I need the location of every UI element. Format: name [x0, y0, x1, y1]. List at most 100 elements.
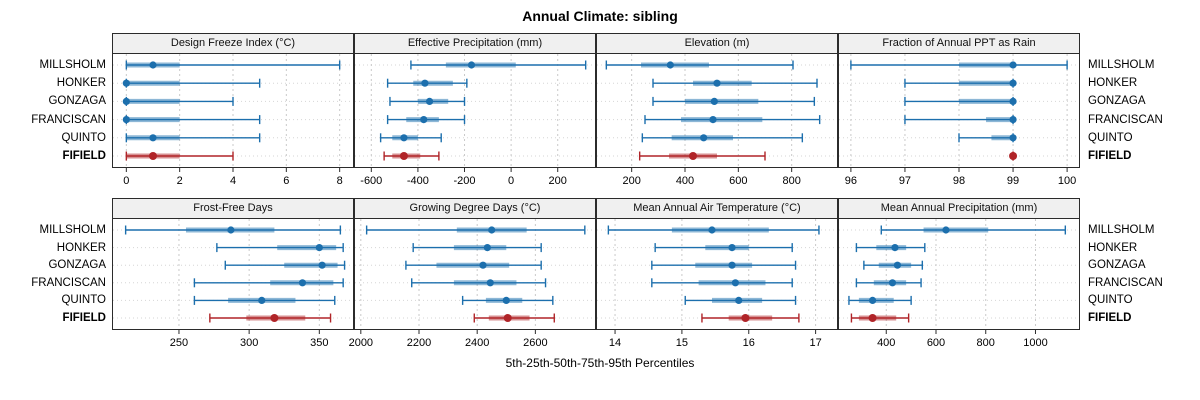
median-dot — [315, 244, 323, 252]
tick-label: 2600 — [523, 337, 547, 349]
panel-0: Design Freeze Index (°C) 0 2 4 6 8 — [112, 33, 354, 190]
x-axis-ticks: 96 97 98 99 100 — [845, 168, 1076, 187]
site-labels-right: MILLSHOLM HONKER GONZAGA FRANCISCAN QUINTO FI… — [1080, 198, 1198, 350]
series-honker — [904, 78, 1017, 88]
series-millsholm — [605, 60, 794, 70]
site-label-franciscan: FRANCISCAN — [1088, 276, 1163, 289]
median-dot — [942, 226, 950, 234]
tick-label: 600 — [927, 337, 945, 349]
tick-label: 600 — [729, 175, 747, 187]
median-dot — [891, 244, 899, 252]
plot-area — [838, 53, 1080, 168]
panel-strip-title: Frost-Free Days — [112, 198, 354, 218]
site-label-franciscan: FRANCISCAN — [1088, 113, 1163, 126]
median-dot — [1009, 97, 1017, 105]
median-dot — [227, 226, 235, 234]
median-dot — [728, 244, 736, 252]
plot-area — [354, 218, 596, 330]
panel-strip-title: Effective Precipitation (mm) — [354, 33, 596, 53]
tick-label: 2200 — [407, 337, 431, 349]
site-label-honker: HONKER — [56, 77, 106, 90]
tick-label: 350 — [310, 337, 328, 349]
series-gonzaga — [652, 96, 816, 106]
x-axis-ticks: 400 600 800 1000 — [877, 330, 1048, 349]
tick-label: 0 — [508, 175, 514, 187]
median-dot — [318, 261, 326, 269]
series-honker — [216, 243, 344, 253]
tick-label: 6 — [283, 175, 289, 187]
panel-row-top: MILLSHOLM HONKER GONZAGA FRANCISCAN QUINTO FI… — [0, 33, 1200, 190]
series-gonzaga — [904, 96, 1017, 106]
tick-label: 4 — [230, 175, 236, 187]
site-label-quinto: QUINTO — [61, 294, 106, 307]
median-dot — [122, 79, 130, 87]
tick-label: 99 — [1007, 175, 1019, 187]
site-labels-right: MILLSHOLM HONKER GONZAGA FRANCISCAN QUINTO FI… — [1080, 33, 1198, 188]
series-franciscan — [193, 278, 344, 288]
series-fifield — [383, 151, 440, 161]
series-franciscan — [386, 115, 466, 125]
series-millsholm — [880, 225, 1067, 235]
median-dot — [149, 61, 157, 69]
median-dot — [502, 296, 510, 304]
tick-label: 250 — [170, 337, 188, 349]
series-fifield — [701, 313, 800, 323]
median-dot — [700, 134, 708, 142]
tick-label: 97 — [899, 175, 911, 187]
median-dot — [1009, 134, 1017, 142]
series-fifield — [125, 151, 234, 161]
median-dot — [149, 152, 157, 160]
median-dot — [709, 116, 717, 124]
series-honker — [855, 243, 926, 253]
tick-label: 800 — [782, 175, 800, 187]
plot-area — [596, 218, 838, 330]
series-quinto — [848, 295, 912, 305]
tick-label: 2 — [177, 175, 183, 187]
median-dot — [122, 97, 130, 105]
plot-area — [112, 53, 354, 168]
site-label-gonzaga: GONZAGA — [1088, 259, 1146, 272]
site-label-franciscan: FRANCISCAN — [31, 113, 106, 126]
series-gonzaga — [651, 260, 797, 270]
site-label-fifield: FIFIELD — [1088, 312, 1132, 324]
site-label-honker: HONKER — [56, 241, 106, 254]
series-honker — [386, 78, 468, 88]
median-dot — [689, 152, 697, 160]
series-quinto — [958, 133, 1017, 143]
series-franciscan — [122, 115, 261, 125]
median-dot — [868, 314, 877, 322]
series-quinto — [684, 295, 797, 305]
series-honker — [122, 78, 261, 88]
median-dot — [666, 61, 674, 69]
panel-strip-title: Mean Annual Precipitation (mm) — [838, 198, 1080, 218]
median-dot — [400, 134, 408, 142]
series-gonzaga — [389, 96, 466, 106]
tick-label: 200 — [622, 175, 640, 187]
panel-strip-title: Mean Annual Air Temperature (°C) — [596, 198, 838, 218]
plot-area — [112, 218, 354, 330]
tick-label: -600 — [360, 175, 382, 187]
series-honker — [412, 243, 542, 253]
series-fifield — [1009, 151, 1018, 161]
site-label-quinto: QUINTO — [1088, 131, 1133, 144]
series-gonzaga — [405, 260, 542, 270]
median-dot — [421, 79, 429, 87]
median-dot — [122, 116, 130, 124]
median-dot — [868, 296, 877, 304]
series-millsholm — [125, 60, 341, 70]
site-label-millsholm: MILLSHOLM — [39, 59, 106, 71]
median-dot — [486, 279, 494, 287]
median-dot — [713, 79, 721, 87]
tick-label: 14 — [609, 337, 621, 349]
series-franciscan — [644, 115, 821, 125]
plot-area — [838, 218, 1080, 330]
plot-area — [596, 53, 838, 168]
panel-1: Effective Precipitation (mm) -600 -400 -200… — [354, 33, 596, 190]
median-dot — [399, 152, 408, 160]
median-dot — [488, 226, 496, 234]
tick-label: 0 — [123, 175, 129, 187]
tick-label: 17 — [809, 337, 821, 349]
median-dot — [298, 279, 307, 287]
median-dot — [1009, 152, 1018, 160]
tick-label: 98 — [953, 175, 965, 187]
